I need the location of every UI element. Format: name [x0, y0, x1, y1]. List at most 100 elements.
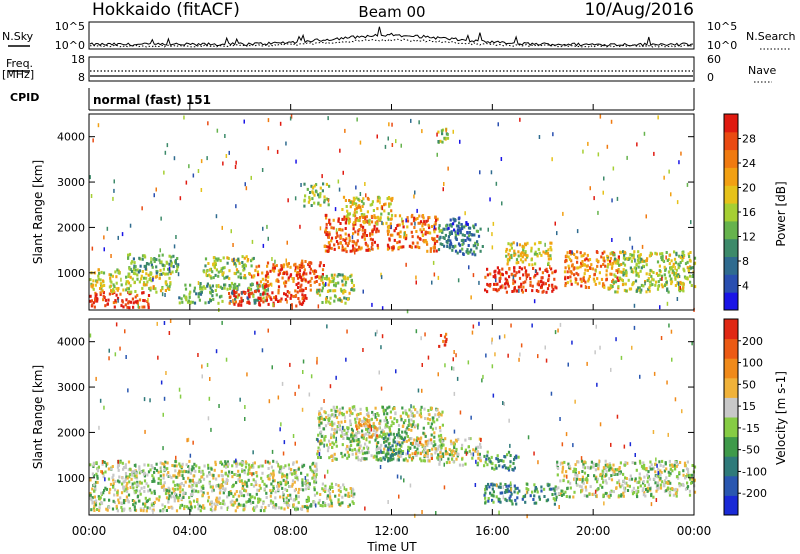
heatmap-speckle — [557, 328, 559, 333]
heatmap-cell — [434, 447, 437, 451]
heatmap-cell — [346, 426, 349, 430]
heatmap-speckle — [164, 293, 166, 297]
heatmap-cell — [347, 221, 351, 225]
heatmap-cell — [351, 200, 354, 204]
heatmap-cell — [546, 287, 550, 291]
heatmap-cell — [648, 477, 652, 481]
heatmap-cell — [662, 484, 665, 488]
heatmap-speckle — [271, 449, 274, 454]
heatmap-cell — [287, 262, 290, 266]
heatmap-cell — [341, 455, 344, 459]
heatmap-cell — [604, 264, 607, 268]
heatmap-cell — [646, 473, 649, 477]
heatmap-cell — [529, 494, 532, 498]
heatmap-cell — [308, 482, 311, 486]
heatmap-cell — [545, 267, 548, 271]
heatmap-cell — [338, 407, 341, 411]
heatmap-cell — [344, 275, 347, 279]
heatmap-cell — [655, 280, 658, 284]
heatmap-cell — [347, 426, 350, 430]
heatmap-speckle — [183, 115, 185, 120]
heatmap-cell — [416, 245, 419, 249]
heatmap-cell — [616, 276, 619, 280]
heatmap-speckle — [381, 306, 384, 311]
heatmap-cell — [112, 288, 115, 292]
heatmap-cell — [238, 261, 241, 265]
heatmap-cell — [231, 291, 234, 295]
heatmap-cell — [635, 262, 638, 266]
heatmap-cell — [537, 247, 540, 251]
heatmap-cell — [479, 456, 482, 460]
heatmap-cell — [105, 507, 108, 511]
heatmap-cell — [244, 465, 248, 469]
heatmap-cell — [301, 259, 304, 263]
heatmap-cell — [297, 297, 300, 300]
heatmap-cell — [199, 290, 202, 294]
heatmap-cell — [227, 462, 230, 466]
heatmap-cell — [438, 224, 441, 228]
heatmap-cell — [249, 465, 252, 469]
heatmap-cell — [502, 459, 505, 463]
heatmap-cell — [576, 266, 579, 270]
heatmap-speckle — [610, 367, 612, 372]
heatmap-cell — [344, 277, 347, 281]
heatmap-cell — [515, 454, 518, 458]
heatmap-cell — [347, 241, 350, 245]
heatmap-cell — [262, 300, 265, 304]
heatmap-cell — [587, 466, 590, 470]
heatmap-cell — [466, 231, 469, 234]
heatmap-cell — [689, 251, 692, 254]
heatmap-cell — [175, 270, 178, 273]
heatmap-cell — [581, 470, 584, 473]
heatmap-cell — [622, 273, 625, 277]
heatmap-cell — [388, 427, 391, 431]
heatmap-speckle — [652, 430, 655, 434]
heatmap-cell — [401, 430, 404, 434]
heatmap-cell — [629, 266, 632, 270]
heatmap-cell — [321, 278, 324, 282]
heatmap-cell — [327, 249, 330, 253]
heatmap-cell — [207, 463, 210, 467]
heatmap-cell — [658, 264, 661, 268]
heatmap-cell — [687, 471, 690, 475]
heatmap-cell — [301, 505, 304, 509]
heatmap-cell — [305, 500, 308, 503]
heatmap-cell — [467, 244, 470, 247]
heatmap-cell — [209, 286, 212, 290]
heatmap-speckle — [207, 121, 209, 126]
heatmap-cell — [689, 477, 692, 481]
heatmap-cell — [641, 489, 644, 493]
heatmap-cell — [356, 248, 359, 252]
heatmap-speckle — [228, 150, 230, 155]
heatmap-cell — [534, 250, 537, 254]
heatmap-cell — [441, 423, 444, 427]
heatmap-cell — [629, 287, 633, 291]
heatmap-cell — [202, 285, 205, 289]
heatmap-cell — [143, 254, 146, 258]
heatmap-cell — [329, 301, 332, 305]
heatmap-cell — [396, 442, 399, 446]
heatmap-cell — [362, 216, 365, 219]
heatmap-cell — [464, 239, 467, 242]
heatmap-cell — [607, 494, 610, 498]
heatmap-cell — [108, 491, 111, 495]
heatmap-cell — [238, 475, 241, 479]
heatmap-cell — [118, 480, 121, 484]
heatmap-cell — [399, 245, 402, 249]
heatmap-cell — [458, 243, 462, 247]
heatmap-cell — [580, 279, 583, 283]
heatmap-cell — [435, 449, 438, 453]
heatmap-cell — [120, 505, 123, 509]
heatmap-cell — [640, 283, 643, 287]
heatmap-cell — [324, 230, 327, 234]
heatmap-cell — [373, 215, 376, 219]
freq-label-1: Freq. — [6, 57, 33, 70]
heatmap-cell — [302, 277, 306, 281]
heatmap-cell — [99, 292, 102, 296]
heatmap-cell — [309, 283, 312, 287]
heatmap-cell — [639, 484, 642, 488]
heatmap-cell — [315, 183, 318, 187]
heatmap-cell — [445, 332, 448, 336]
heatmap-cell — [159, 482, 162, 485]
heatmap-cell — [367, 450, 370, 454]
